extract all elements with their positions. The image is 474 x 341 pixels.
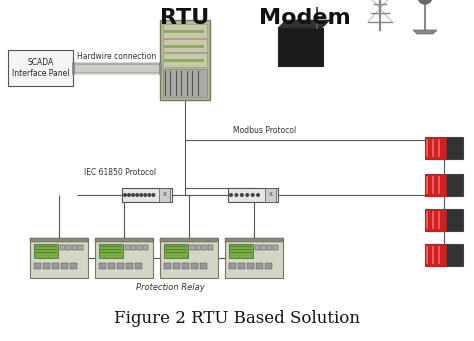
Bar [117,263,124,269]
Circle shape [246,194,248,196]
Polygon shape [278,20,330,28]
Bar [72,245,77,250]
Text: Protection Relay: Protection Relay [136,283,204,292]
Circle shape [251,194,254,196]
Circle shape [144,194,146,196]
Bar [425,174,446,196]
Circle shape [124,194,126,196]
Bar [229,263,236,269]
Bar [191,263,198,269]
Bar [52,263,59,269]
Bar [225,238,283,278]
Bar [131,245,136,250]
Bar [126,263,133,269]
Text: X: X [269,193,273,197]
Bar [182,263,189,269]
Bar [99,263,106,269]
Bar [255,245,260,250]
Bar [425,244,446,266]
Circle shape [230,194,232,196]
Bar [61,263,68,269]
Text: Figure 2 RTU Based Solution: Figure 2 RTU Based Solution [114,310,360,327]
Bar [229,244,254,258]
Bar [238,263,245,269]
Bar [34,263,41,269]
Bar [265,263,272,269]
Bar [160,238,218,278]
Circle shape [152,194,155,196]
Bar [278,28,323,66]
Bar [163,24,207,38]
Bar [95,238,153,278]
Bar [99,244,123,258]
Bar [160,238,218,242]
Bar [273,245,278,250]
Bar [190,245,195,250]
Bar [66,245,71,250]
Bar [163,39,207,52]
Text: Hardwire connection: Hardwire connection [77,52,156,61]
Text: X: X [163,193,166,197]
Bar [164,244,188,258]
Bar [247,263,254,269]
Bar [30,238,88,278]
Bar [202,245,207,250]
Bar [8,50,73,86]
Bar [267,245,272,250]
Bar [95,238,153,242]
Bar [159,188,170,202]
Text: SCADA
Interface Panel: SCADA Interface Panel [12,58,69,78]
Bar [425,174,463,196]
Circle shape [148,194,151,196]
Text: RTU: RTU [160,8,210,28]
Text: Modbus Protocol: Modbus Protocol [233,126,296,135]
Bar [108,263,115,269]
Circle shape [140,194,143,196]
Bar [200,263,207,269]
Bar [137,245,142,250]
Bar [163,53,207,67]
Bar [425,137,463,159]
Circle shape [418,0,432,4]
Text: Modem: Modem [259,8,351,28]
Bar [425,244,463,266]
Bar [60,245,65,250]
Bar [196,245,201,250]
Polygon shape [413,30,437,34]
Circle shape [128,194,130,196]
Bar [143,245,148,250]
Bar [160,20,210,100]
Bar [208,245,213,250]
Bar [173,263,180,269]
Bar [163,69,207,97]
Bar [228,188,278,202]
Bar [30,238,88,242]
Circle shape [235,194,238,196]
Bar [78,245,83,250]
Circle shape [240,194,243,196]
Circle shape [132,194,135,196]
Circle shape [257,194,259,196]
Bar [164,263,171,269]
Text: IEC 61850 Protocol: IEC 61850 Protocol [84,168,156,177]
Bar [256,263,263,269]
Bar [225,238,283,242]
Bar [425,209,463,231]
Bar [425,209,446,231]
Bar [135,263,142,269]
Bar [125,245,130,250]
Bar [122,188,172,202]
Bar [261,245,266,250]
Bar [265,188,276,202]
Bar [34,244,58,258]
Bar [425,137,446,159]
Circle shape [136,194,138,196]
Bar [70,263,77,269]
Bar [43,263,50,269]
